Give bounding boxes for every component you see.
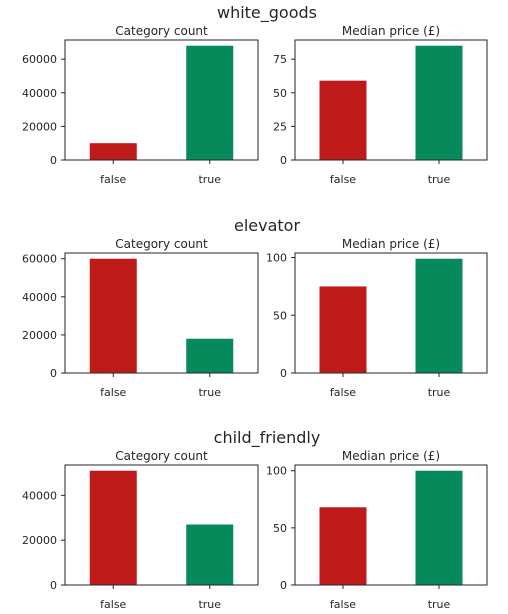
y-tick-label: 20000 <box>22 534 57 547</box>
y-tick-label: 60000 <box>22 53 57 66</box>
y-tick-label: 0 <box>280 367 287 380</box>
panel-title: Category count <box>115 24 208 38</box>
y-tick-label: 100 <box>266 252 287 265</box>
y-tick-label: 0 <box>50 154 57 167</box>
y-tick-label: 40000 <box>22 489 57 502</box>
plot-frame <box>64 464 259 586</box>
y-tick-label: 75 <box>273 53 287 66</box>
panel-title: Median price (£) <box>342 449 440 463</box>
group-title: white_goods <box>217 3 317 23</box>
x-tick-label: true <box>428 173 451 186</box>
bar-true <box>186 524 234 585</box>
x-tick-label: false <box>330 386 356 399</box>
bar-true <box>415 45 463 160</box>
y-tick-label: 40000 <box>22 291 57 304</box>
y-tick-label: 0 <box>50 579 57 592</box>
bar-true <box>186 45 234 160</box>
plot-frame <box>294 464 488 586</box>
bar-true <box>415 470 463 585</box>
y-tick-label: 60000 <box>22 253 57 266</box>
x-tick-label: false <box>330 173 356 186</box>
bar-true <box>415 258 463 373</box>
panel-title: Median price (£) <box>342 237 440 251</box>
y-tick-label: 0 <box>280 154 287 167</box>
x-tick-label: false <box>100 386 126 399</box>
plot-frame <box>294 39 488 161</box>
group-title: child_friendly <box>214 428 321 448</box>
panel-title: Category count <box>115 449 208 463</box>
bar-false <box>319 80 367 160</box>
y-tick-label: 20000 <box>22 120 57 133</box>
x-tick-label: false <box>100 173 126 186</box>
x-tick-label: false <box>100 598 126 611</box>
plot-frame <box>294 252 488 374</box>
y-tick-label: 40000 <box>22 87 57 100</box>
x-tick-label: true <box>428 598 451 611</box>
group-title: elevator <box>234 216 300 235</box>
bar-false <box>319 507 367 585</box>
x-tick-label: true <box>198 386 221 399</box>
x-tick-label: true <box>428 386 451 399</box>
panel-title: Category count <box>115 237 208 251</box>
bar-false <box>319 286 367 373</box>
y-tick-label: 50 <box>273 87 287 100</box>
x-tick-label: true <box>198 173 221 186</box>
y-tick-label: 0 <box>280 579 287 592</box>
y-tick-label: 50 <box>273 309 287 322</box>
y-tick-label: 50 <box>273 522 287 535</box>
plot-frame <box>64 252 259 374</box>
bar-false <box>89 470 137 585</box>
x-tick-label: true <box>198 598 221 611</box>
x-tick-label: false <box>330 598 356 611</box>
y-tick-label: 0 <box>50 367 57 380</box>
bar-false <box>89 143 137 160</box>
y-tick-label: 20000 <box>22 329 57 342</box>
plot-frame <box>64 39 259 161</box>
y-tick-label: 25 <box>273 120 287 133</box>
bar-false <box>89 258 137 373</box>
panel-title: Median price (£) <box>342 24 440 38</box>
y-tick-label: 100 <box>266 465 287 478</box>
bar-true <box>186 338 234 373</box>
